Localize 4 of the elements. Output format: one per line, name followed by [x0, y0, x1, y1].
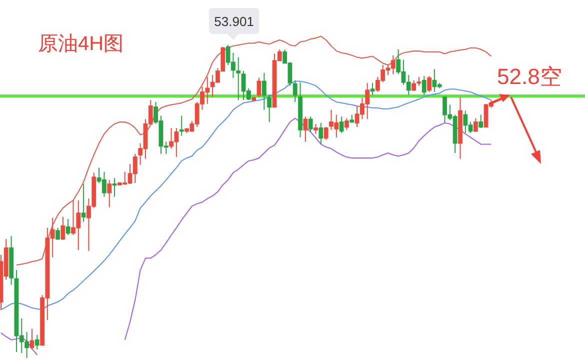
- annotation: 53.901: [214, 14, 254, 29]
- annotation: 53.901: [209, 8, 260, 40]
- title: 原油4H图: [38, 33, 124, 55]
- ref-label: 52.8空: [497, 64, 562, 90]
